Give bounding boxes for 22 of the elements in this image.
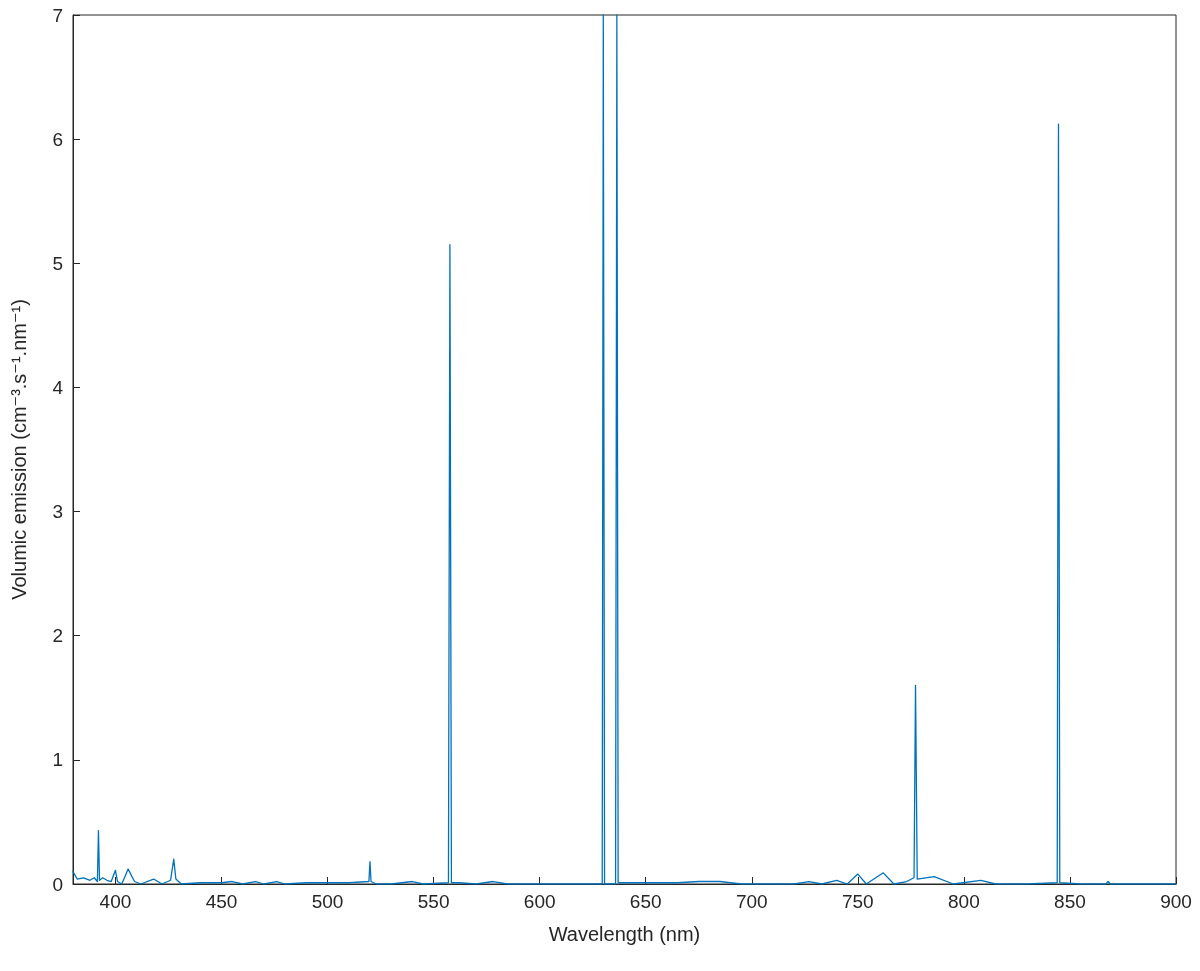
x-tick-label: 450 <box>205 891 238 912</box>
y-tick-label: 0 <box>52 873 63 895</box>
x-tick-label: 600 <box>523 891 556 912</box>
line-series <box>72 14 1177 885</box>
x-tick-label: 800 <box>948 891 980 912</box>
y-axis-title: Volumic emission (cm⁻³.s⁻¹.nm⁻¹) <box>8 299 30 600</box>
x-tick-label: 700 <box>735 891 768 912</box>
y-tick-label: 4 <box>52 376 64 398</box>
x-tick-label: 650 <box>629 891 662 912</box>
x-tick-label: 750 <box>841 891 874 912</box>
y-tick-label: 1 <box>52 749 63 771</box>
y-tick-label: 6 <box>52 128 63 150</box>
y-tick-label: 3 <box>52 501 63 523</box>
y-tick-label: 2 <box>52 625 63 647</box>
x-tick-label: 900 <box>1160 891 1192 912</box>
x-tick-label: 400 <box>99 891 132 912</box>
x-tick-label: 500 <box>311 891 344 912</box>
x-tick-label: 850 <box>1054 891 1086 912</box>
y-tick-label: 5 <box>52 252 63 274</box>
y-tick-label: 7 <box>52 4 63 26</box>
x-tick-label: 550 <box>417 891 450 912</box>
x-axis-title: Wavelength (nm) <box>548 923 701 945</box>
